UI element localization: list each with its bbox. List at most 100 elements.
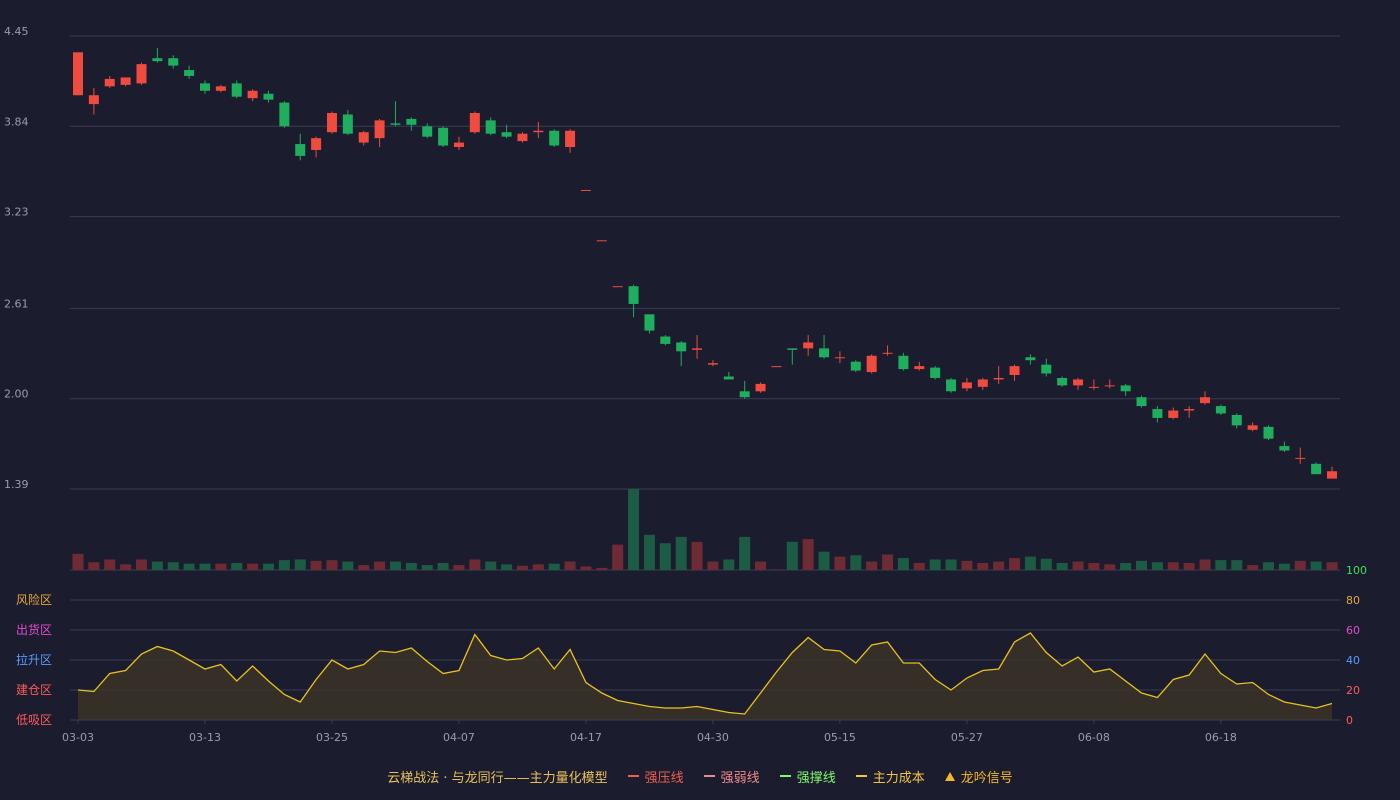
candle-body — [533, 130, 544, 133]
legend-item-cost[interactable]: 主力成本 — [855, 767, 925, 786]
candle-body — [438, 127, 449, 146]
legend-item-support[interactable]: 强撑线 — [779, 767, 836, 786]
candle-body — [596, 240, 607, 242]
volume-bar — [183, 563, 195, 570]
volume-bar — [120, 564, 132, 570]
candle-body — [1025, 357, 1036, 361]
volume-bar — [580, 566, 592, 570]
candle-body — [136, 64, 147, 84]
candle-body — [1184, 409, 1195, 411]
zone-label: 建仓区 — [16, 683, 52, 697]
candle-body — [946, 379, 957, 392]
volume-bar — [628, 489, 640, 570]
candle-body — [866, 355, 877, 373]
candle-body — [707, 363, 718, 365]
candle-body — [723, 376, 734, 380]
candle-body — [787, 348, 798, 350]
candle-body — [184, 70, 195, 76]
volume-bar — [755, 561, 767, 570]
volume-bar — [993, 561, 1005, 570]
candle-body — [168, 58, 179, 66]
candle-body — [1247, 425, 1258, 430]
triangle-icon — [944, 771, 955, 781]
oscillator-tick-label: 20 — [1346, 684, 1360, 697]
volume-bar — [723, 559, 735, 570]
candle-body — [104, 78, 115, 87]
candle-body — [1279, 446, 1290, 451]
candle-body — [1136, 397, 1147, 407]
candle-body — [898, 355, 909, 370]
zone-label: 低吸区 — [16, 713, 52, 727]
volume-bar — [342, 561, 354, 570]
candle-body — [580, 189, 591, 191]
candle-body — [660, 336, 671, 344]
candle-body — [120, 77, 131, 85]
volume-bar — [1167, 562, 1179, 570]
candle-body — [1057, 377, 1068, 386]
x-tick-label: 04-30 — [697, 731, 729, 744]
volume-bar — [1247, 565, 1259, 570]
candle-body — [406, 118, 417, 125]
candle-body — [422, 126, 433, 137]
volume-bar — [802, 539, 814, 570]
zone-label: 拉升区 — [16, 652, 52, 667]
oscillator-tick-label: 0 — [1346, 714, 1353, 727]
zone-label: 出货区 — [16, 622, 52, 637]
legend-label-support: 强撑线 — [796, 770, 836, 786]
legend-item-strength[interactable]: 强弱线 — [703, 767, 760, 786]
volume-bar — [977, 562, 989, 570]
volume-bar — [88, 562, 100, 570]
candle-body — [453, 142, 464, 148]
candle-body — [231, 83, 242, 97]
candle-body — [771, 366, 782, 368]
volume-bar — [850, 555, 862, 570]
volume-bar — [326, 560, 338, 570]
volume-bar — [913, 562, 925, 570]
x-tick-label: 05-27 — [951, 731, 983, 744]
volume-bar — [1231, 560, 1243, 570]
volume-bar — [294, 559, 306, 570]
legend-swatch-support — [779, 775, 791, 777]
volume-bar — [548, 563, 560, 570]
price-tick-label: 2.00 — [4, 388, 29, 401]
candle-body — [1120, 385, 1131, 392]
candle-body — [644, 314, 655, 331]
legend-label-signal: 龙吟信号 — [960, 770, 1013, 786]
legend-item-resistance[interactable]: 强压线 — [627, 767, 684, 786]
candle-body — [73, 52, 83, 96]
volume-bar — [707, 561, 719, 570]
candle-body — [199, 83, 210, 91]
volume-bar — [405, 562, 417, 570]
volume-bar — [485, 561, 497, 570]
volume-bar — [612, 544, 624, 570]
candle-body — [1215, 406, 1226, 414]
candle-body — [390, 123, 401, 125]
candle-body — [834, 357, 845, 359]
volume-bar — [961, 560, 973, 570]
volume-bar — [453, 565, 465, 570]
volume-bar — [421, 565, 433, 570]
x-tick-label: 04-07 — [443, 731, 475, 744]
volume-bar — [834, 556, 846, 570]
legend-label-cost: 主力成本 — [872, 770, 925, 786]
volume-bar — [643, 534, 655, 570]
oscillator-line — [77, 632, 1333, 715]
chart-svg: 4.45 3.84 3.23 2.61 2.00 1.39 100 80 60 40 20 0 风险区出… — [4, 25, 1367, 744]
candle-body — [1104, 385, 1115, 387]
candle-body — [914, 366, 925, 370]
volume-bar — [1294, 560, 1306, 570]
legend-item-signal[interactable]: 龙吟信号 — [944, 767, 1013, 786]
oscillator-area — [78, 633, 1332, 720]
x-tick-label: 06-08 — [1078, 731, 1110, 744]
volume-bar — [1263, 562, 1275, 570]
candle-body — [1088, 386, 1099, 388]
volume-bar — [929, 559, 941, 570]
oscillator-tick-label: 40 — [1346, 654, 1360, 667]
legend-label-strength: 强弱线 — [720, 770, 760, 786]
x-tick-label: 06-18 — [1205, 731, 1237, 744]
candle-body — [1263, 426, 1274, 439]
volume-bar — [866, 561, 878, 570]
candle-body — [1009, 366, 1020, 376]
volume-bar — [262, 563, 274, 570]
volume-bar — [374, 561, 386, 570]
